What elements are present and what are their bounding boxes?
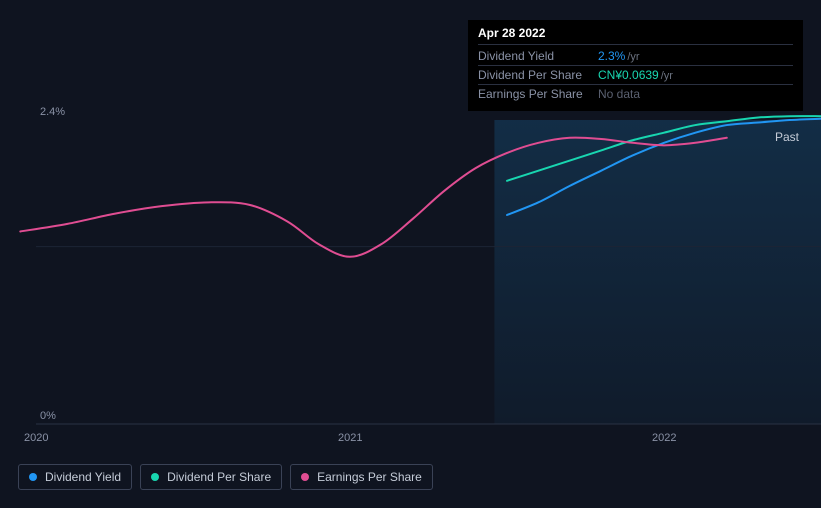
hover-tooltip: Apr 28 2022 Dividend Yield2.3% /yrDivide… bbox=[468, 20, 803, 111]
tooltip-row-label: Dividend Yield bbox=[478, 49, 598, 63]
tooltip-row: Dividend Per ShareCN¥0.0639 /yr bbox=[478, 66, 793, 85]
tooltip-row-suffix: /yr bbox=[627, 51, 639, 63]
legend-item-label: Earnings Per Share bbox=[317, 470, 422, 484]
tooltip-row-label: Dividend Per Share bbox=[478, 68, 598, 82]
tooltip-row-label: Earnings Per Share bbox=[478, 87, 598, 101]
tooltip-row-value: CN¥0.0639 bbox=[598, 68, 659, 82]
legend-item-dividend-yield[interactable]: Dividend Yield bbox=[18, 464, 132, 490]
legend-item-earnings-per-share[interactable]: Earnings Per Share bbox=[290, 464, 433, 490]
tooltip-row-nodata: No data bbox=[598, 87, 640, 101]
legend-item-label: Dividend Yield bbox=[45, 470, 121, 484]
tooltip-row-value: 2.3% bbox=[598, 49, 625, 63]
legend-dot-icon bbox=[29, 473, 37, 481]
legend-dot-icon bbox=[301, 473, 309, 481]
future-region bbox=[494, 120, 821, 424]
x-axis-tick-label: 2021 bbox=[338, 432, 362, 444]
chart-legend: Dividend Yield Dividend Per Share Earnings… bbox=[18, 464, 433, 490]
past-region-label: Past bbox=[775, 130, 799, 144]
legend-item-label: Dividend Per Share bbox=[167, 470, 271, 484]
x-axis-tick-label: 2022 bbox=[652, 432, 676, 444]
y-axis-tick-label: 0% bbox=[40, 410, 56, 422]
tooltip-row: Earnings Per ShareNo data bbox=[478, 85, 793, 103]
y-axis-tick-label: 2.4% bbox=[40, 106, 65, 118]
tooltip-date: Apr 28 2022 bbox=[478, 26, 793, 45]
tooltip-row: Dividend Yield2.3% /yr bbox=[478, 47, 793, 66]
x-axis-tick-label: 2020 bbox=[24, 432, 48, 444]
tooltip-row-suffix: /yr bbox=[661, 70, 673, 82]
legend-item-dividend-per-share[interactable]: Dividend Per Share bbox=[140, 464, 282, 490]
legend-dot-icon bbox=[151, 473, 159, 481]
